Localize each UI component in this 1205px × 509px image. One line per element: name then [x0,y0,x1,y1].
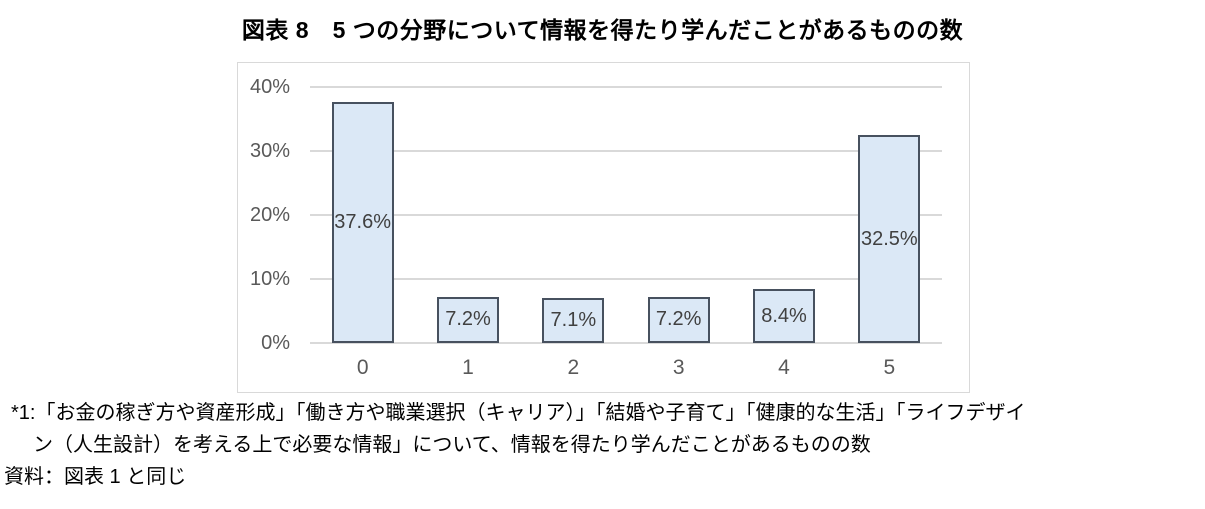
bar-value-label: 37.6% [334,211,392,234]
bar: 8.4% [753,289,815,343]
gridline [310,86,942,88]
x-axis-tick-label: 5 [883,356,896,379]
gridline [310,278,942,280]
x-axis-tick-label: 4 [778,356,790,379]
bar: 32.5% [858,135,921,343]
gridline [310,342,942,344]
footnote-line-1: *1:「お金の稼ぎ方や資産形成」「働き方や職業選択（キャリア）」「結婚や子育て」… [11,402,1026,424]
bar: 7.2% [647,296,710,343]
gridline [310,214,942,216]
bar-value-label: 7.2% [655,308,702,331]
bar-value-label: 32.5% [860,227,918,250]
footnote-line-2: ン（人生設計）を考える上で必要な情報」について、情報を得たり学んだことがあるもの… [33,434,871,456]
gridline [310,150,942,152]
y-axis-tick-label: 10% [249,268,290,290]
x-axis-tick-label: 1 [462,356,474,379]
bar: 7.1% [542,297,605,343]
bar: 37.6% [331,102,394,343]
x-axis-tick-label: 2 [567,356,580,379]
x-axis-tick-label: 0 [356,356,369,379]
bar-chart: 0% 10% 20% 30% 40% 37.6% 0 7.2% 1 7.1% 2 7.2% 3 8.4% 4… [237,62,970,393]
source-note: 資料：図表 1 と同じ [4,466,187,488]
y-axis-tick-label: 0% [261,332,290,354]
y-axis-tick-label: 20% [249,204,290,226]
bar: 7.2% [437,296,499,343]
bar-value-label: 7.1% [550,308,597,331]
y-axis-tick-label: 30% [249,140,290,162]
y-axis-tick-label: 40% [249,76,290,98]
bar-value-label: 7.2% [445,308,491,331]
figure-title: 図表 8 5 つの分野について情報を得たり学んだことがあるものの数 [241,17,964,43]
x-axis-tick-label: 3 [672,356,685,379]
bar-value-label: 8.4% [761,304,807,327]
